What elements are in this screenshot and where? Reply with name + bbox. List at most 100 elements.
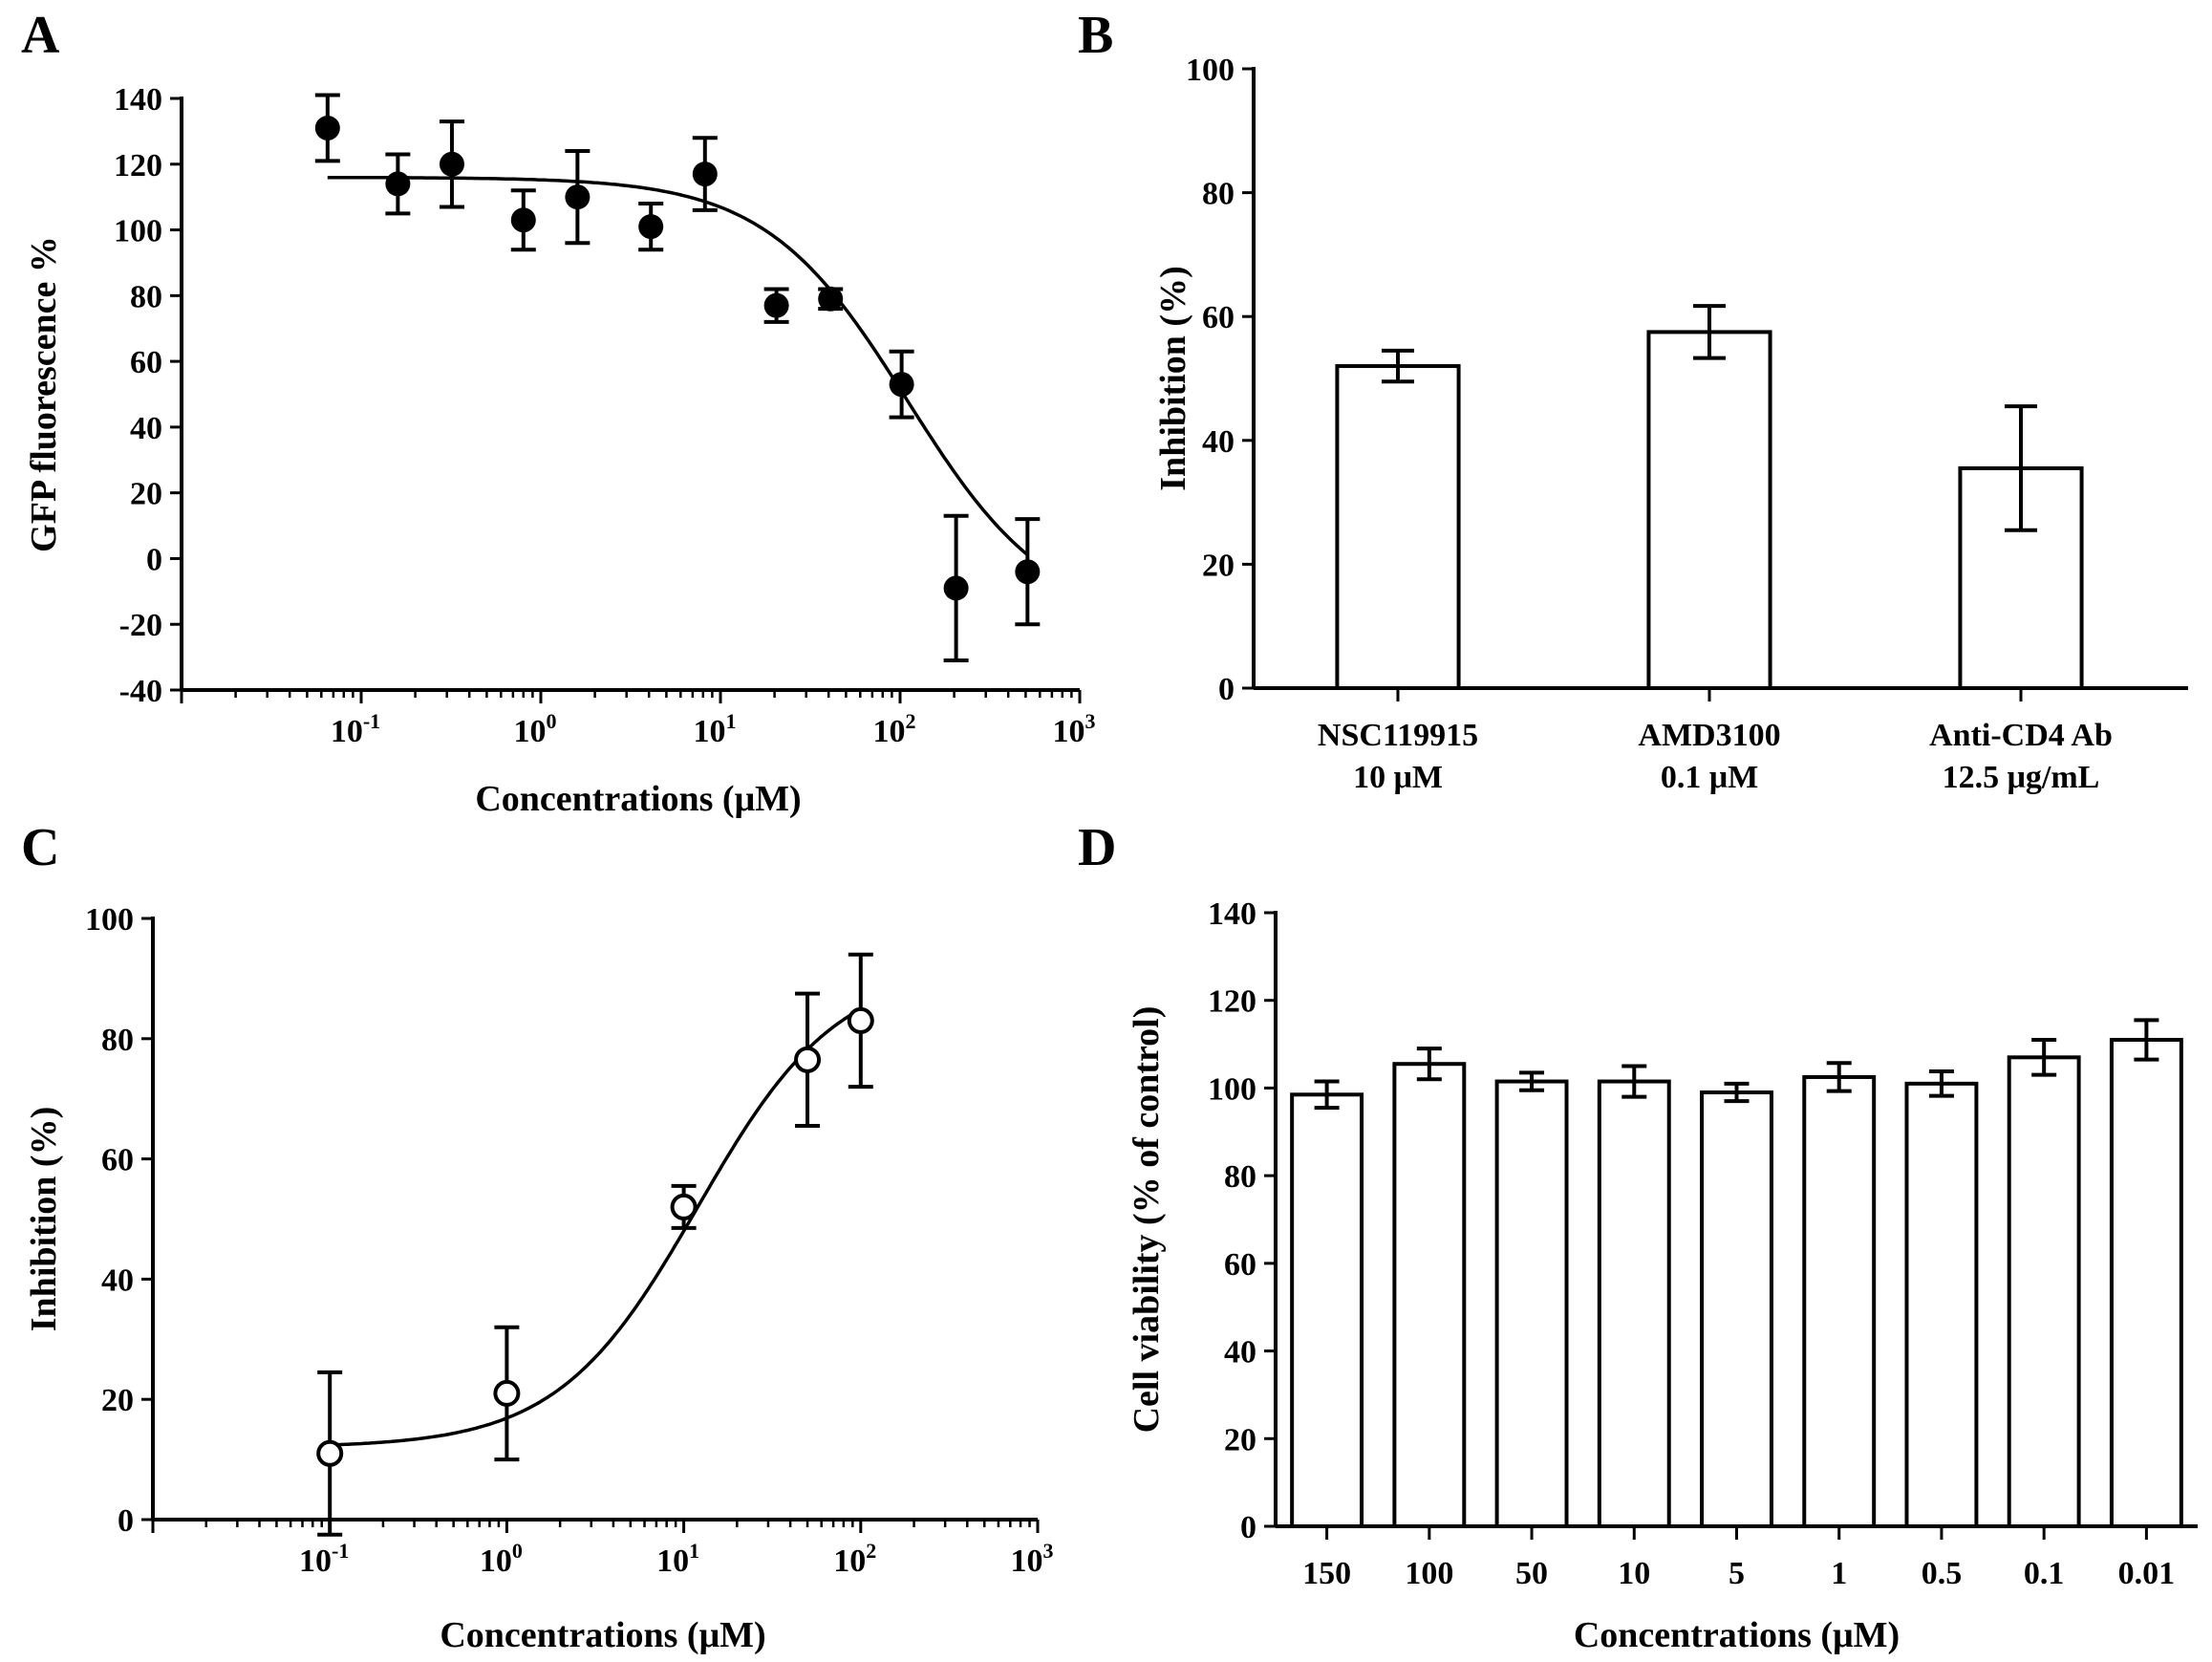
y-axis-label: GFP fluorescence % xyxy=(24,236,64,552)
category-label: NSC119915 xyxy=(1318,718,1478,753)
data-point xyxy=(818,286,844,312)
y-tick-label: 20 xyxy=(130,477,162,512)
bar xyxy=(1290,1092,1364,1528)
x-tick-label: 103 xyxy=(1011,1539,1054,1579)
bar xyxy=(1958,465,2084,690)
x-tick-base: 10 xyxy=(833,1543,866,1579)
x-tick-label: 102 xyxy=(833,1539,876,1579)
y-axis-label: Cell viability (% of control) xyxy=(1127,1006,1167,1434)
x-tick-exponent: 2 xyxy=(906,709,916,733)
y-tick-label: 60 xyxy=(1202,300,1235,335)
x-tick-exponent: 0 xyxy=(547,709,557,733)
x-tick-base: 10 xyxy=(480,1543,512,1579)
bar xyxy=(1700,1090,1773,1528)
panel-label-c: C xyxy=(21,818,59,877)
y-tick-label: 0 xyxy=(1218,672,1235,707)
y-tick-label: 80 xyxy=(1224,1159,1256,1195)
chart-b: 0 20 40 60 80 100 NSC119915 10 μM AMD3100 0.1 μM A… xyxy=(1153,53,2188,795)
category-label: 0.5 xyxy=(1922,1556,1963,1591)
panel-label-b: B xyxy=(1078,6,1113,65)
data-point xyxy=(692,162,718,187)
data-point xyxy=(670,1193,698,1220)
y-tick-label: 120 xyxy=(1208,984,1256,1020)
data-point xyxy=(638,214,664,240)
data-point xyxy=(316,1439,344,1467)
fit-curve xyxy=(327,175,1029,556)
x-axis-label: Concentrations (μM) xyxy=(475,779,801,819)
x-tick-base: 10 xyxy=(873,714,906,749)
y-tick-label: 0 xyxy=(118,1503,134,1539)
x-tick-exponent: 0 xyxy=(512,1539,523,1563)
x-tick-exponent: 3 xyxy=(1043,1539,1054,1563)
fit-curve xyxy=(330,1007,862,1447)
x-tick-label: 10-1 xyxy=(331,709,380,749)
category-label: 100 xyxy=(1405,1556,1453,1591)
y-tick-label: 0 xyxy=(146,542,162,577)
y-tick-label: 40 xyxy=(101,1263,134,1298)
bar xyxy=(1646,330,1772,690)
category-label: 1 xyxy=(1831,1556,1847,1591)
bar xyxy=(1802,1074,1877,1528)
y-tick-label: 140 xyxy=(114,82,162,118)
bar xyxy=(1335,364,1461,690)
x-tick-label: 100 xyxy=(480,1539,523,1579)
x-tick-base: 10 xyxy=(1011,1543,1043,1579)
y-tick-label: 80 xyxy=(1202,177,1235,212)
y-axis-label: Inhibition (%) xyxy=(1153,266,1193,490)
x-tick-base: 10 xyxy=(1053,714,1085,749)
y-tick-label: 40 xyxy=(1202,424,1235,460)
category-label: 0.01 xyxy=(2118,1556,2176,1591)
data-point xyxy=(565,184,591,210)
y-tick-label: 100 xyxy=(1208,1071,1256,1107)
bar xyxy=(1904,1081,1979,1529)
category-label: 10 μM xyxy=(1353,760,1443,795)
x-tick-base: 10 xyxy=(514,714,547,749)
data-point xyxy=(889,372,914,398)
x-tick-exponent: -1 xyxy=(363,709,380,733)
y-tick-label: 140 xyxy=(1208,896,1256,932)
y-tick-label: 100 xyxy=(1186,53,1235,88)
y-tick-label: 20 xyxy=(101,1383,134,1418)
x-tick-base: 10 xyxy=(331,714,363,749)
x-tick-exponent: 3 xyxy=(1085,709,1096,733)
data-point xyxy=(847,1006,874,1034)
y-tick-label: 40 xyxy=(1224,1335,1256,1371)
y-tick-label: 60 xyxy=(130,345,162,380)
x-tick-label: 10-1 xyxy=(299,1539,349,1579)
y-tick-label: 0 xyxy=(1240,1510,1256,1545)
y-tick-label: 40 xyxy=(130,411,162,446)
x-tick-base: 10 xyxy=(694,714,726,749)
x-tick-base: 10 xyxy=(299,1543,332,1579)
y-tick-label: 100 xyxy=(114,214,162,249)
data-point xyxy=(794,1046,822,1073)
x-tick-base: 10 xyxy=(656,1543,689,1579)
data-point xyxy=(510,207,536,233)
x-axis-label: Concentrations (μM) xyxy=(1574,1615,1900,1655)
x-tick-label: 101 xyxy=(694,709,737,749)
data-point xyxy=(493,1379,521,1407)
y-tick-label: 80 xyxy=(130,279,162,314)
x-tick-label: 102 xyxy=(873,709,916,749)
x-axis-label: Concentrations (μM) xyxy=(440,1615,765,1655)
x-tick-label: 101 xyxy=(656,1539,699,1579)
bar xyxy=(1392,1062,1467,1528)
category-label: 0.1 xyxy=(2024,1556,2065,1591)
x-tick-exponent: 1 xyxy=(689,1539,699,1563)
category-label: 0.1 μM xyxy=(1661,760,1758,795)
category-label: 50 xyxy=(1515,1556,1548,1591)
y-tick-label: -40 xyxy=(119,674,162,709)
data-point xyxy=(1015,559,1041,585)
data-point xyxy=(385,171,411,197)
data-point xyxy=(314,115,340,140)
data-point xyxy=(943,575,969,601)
y-tick-label: 20 xyxy=(1224,1422,1256,1457)
category-label: 5 xyxy=(1729,1556,1745,1591)
y-tick-label: 60 xyxy=(1224,1247,1256,1283)
panel-label-a: A xyxy=(21,6,60,65)
category-label: AMD3100 xyxy=(1638,718,1780,753)
y-tick-label: 80 xyxy=(101,1023,134,1058)
y-tick-label: 60 xyxy=(101,1143,134,1178)
x-tick-exponent: 2 xyxy=(866,1539,876,1563)
panel-label-d: D xyxy=(1078,818,1116,877)
